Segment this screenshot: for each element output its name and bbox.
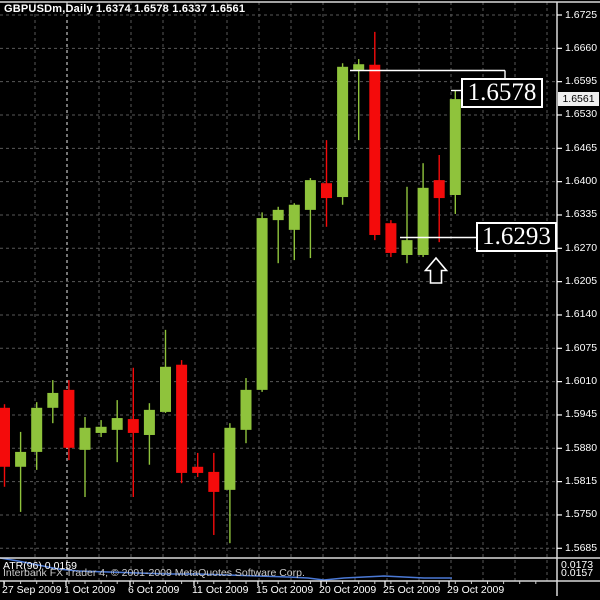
candle-body-bull — [47, 392, 59, 408]
time-axis-label: 1 Oct 2009 — [64, 584, 116, 596]
price-axis-label: 1.5815 — [565, 475, 598, 488]
candle-body-bear — [385, 223, 397, 253]
candle-body-bull — [288, 204, 300, 230]
candle-body-bear — [192, 466, 204, 473]
indicator-label: ATR(96) 0.0159 — [3, 560, 77, 572]
indicator-min-value: 0.0157 — [561, 567, 594, 579]
price-axis-label: 1.6335 — [565, 208, 598, 221]
price-axis-label: 1.6010 — [565, 375, 598, 388]
candle-body-bull — [417, 187, 429, 255]
copyright-text: Interbank FX Trader 4, © 2001-2009 MetaQ… — [3, 567, 305, 579]
candle-body-bear — [321, 183, 332, 199]
candle-body-bear — [176, 364, 188, 473]
price-axis-label: 1.6595 — [565, 75, 598, 88]
candle-body-bear — [127, 419, 139, 433]
price-axis-label: 1.6075 — [565, 341, 598, 354]
time-axis-label: 29 Oct 2009 — [447, 584, 505, 596]
chart-title: GBPUSDm,Daily 1.6374 1.6578 1.6337 1.656… — [4, 3, 246, 15]
price-axis-label: 1.6465 — [565, 141, 598, 154]
time-axis-label: 15 Oct 2009 — [256, 584, 314, 596]
price-axis-label: 1.6530 — [565, 108, 598, 121]
candle-body-bear — [208, 471, 220, 492]
candle-body-bull — [449, 99, 461, 195]
candle-body-bull — [353, 64, 365, 70]
candle-body-bull — [304, 180, 316, 210]
price-callout-low[interactable]: 1.6293 — [476, 222, 557, 252]
candle-body-bull — [240, 389, 252, 430]
candle-body-bear — [0, 407, 10, 467]
price-axis-label: 1.6140 — [565, 308, 598, 321]
price-axis-label: 1.6205 — [565, 275, 598, 288]
candle-body-bull — [224, 427, 236, 490]
price-callout-high[interactable]: 1.6578 — [461, 78, 543, 108]
price-axis-label: 1.6400 — [565, 175, 598, 188]
price-axis-label: 1.5880 — [565, 441, 598, 454]
candle-body-bull — [256, 218, 268, 390]
price-axis-label: 1.6660 — [565, 41, 598, 54]
time-axis-label: 27 Sep 2009 — [2, 584, 62, 596]
candle-body-bull — [31, 407, 43, 452]
current-price-label: 1.6561 — [558, 92, 599, 106]
candle-body-bull — [79, 427, 91, 450]
indicator-max-value: 0.0173 — [561, 559, 594, 571]
up-arrow-icon[interactable] — [423, 256, 449, 284]
candle-body-bull — [337, 66, 349, 198]
candle-body-bull — [143, 409, 155, 435]
candle-body-bull — [111, 418, 123, 430]
price-axis-label: 1.6270 — [565, 241, 598, 254]
candle-body-bull — [401, 240, 413, 255]
price-axis-label: 1.6725 — [565, 8, 598, 21]
candle-body-bull — [95, 426, 107, 433]
time-axis-label: 6 Oct 2009 — [128, 584, 180, 596]
candle-body-bull — [15, 451, 27, 467]
price-axis-label: 1.5945 — [565, 408, 598, 421]
price-axis-label: 1.5750 — [565, 508, 598, 521]
time-axis-label: 11 Oct 2009 — [192, 584, 249, 596]
candle-body-bear — [433, 180, 445, 199]
candle-body-bull — [272, 209, 284, 221]
time-axis-label: 20 Oct 2009 — [319, 584, 377, 596]
price-axis-label: 1.5685 — [565, 541, 598, 554]
candle-body-bull — [160, 366, 171, 412]
atr-indicator-line — [0, 557, 452, 581]
candle-body-bear — [369, 64, 381, 235]
time-axis-label: 25 Oct 2009 — [383, 584, 441, 596]
candle-body-bear — [63, 389, 75, 448]
